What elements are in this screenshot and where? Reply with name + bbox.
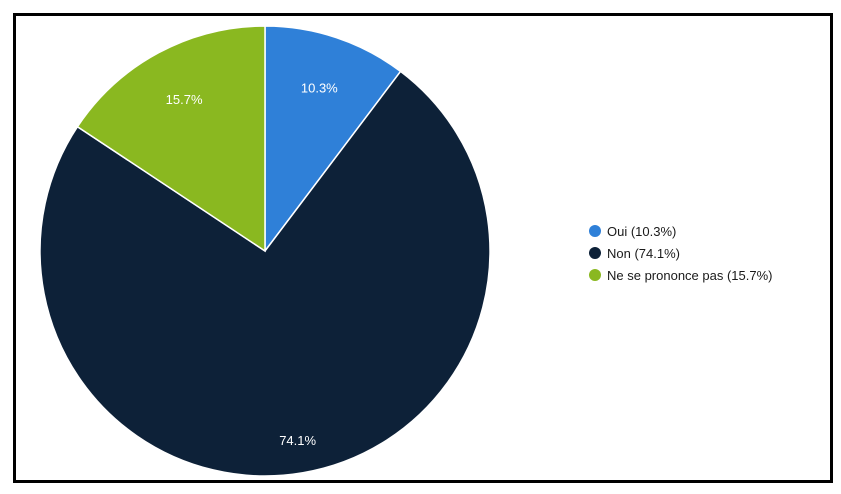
legend-swatch-oui xyxy=(589,225,601,237)
legend-label-non: Non (74.1%) xyxy=(607,245,680,261)
slice-label-ne-se-prononce-pas: 15.7% xyxy=(166,92,203,107)
legend-swatch-ne-se-prononce-pas xyxy=(589,269,601,281)
slice-label-oui: 10.3% xyxy=(301,80,338,95)
legend-swatch-non xyxy=(589,247,601,259)
pie-slices xyxy=(39,25,491,477)
slice-label-non: 74.1% xyxy=(279,433,316,448)
pie-slice-oui[interactable] xyxy=(264,25,402,254)
legend-item-ne-se-prononce-pas[interactable]: Ne se prononce pas (15.7%) xyxy=(589,264,772,286)
legend-item-oui[interactable]: Oui (10.3%) xyxy=(589,220,772,242)
legend-label-ne-se-prononce-pas: Ne se prononce pas (15.7%) xyxy=(607,267,773,283)
legend-label-oui: Oui (10.3%) xyxy=(607,223,677,239)
pie-slice-non[interactable] xyxy=(39,70,491,477)
legend-item-non[interactable]: Non (74.1%) xyxy=(589,242,772,264)
pie-slice-ne-se-prononce-pas[interactable] xyxy=(76,25,266,253)
chart-legend: Oui (10.3%) Non (74.1%) Ne se prononce p… xyxy=(589,220,772,286)
pie-slice-labels: 10.3% 74.1% 15.7% xyxy=(166,80,339,448)
